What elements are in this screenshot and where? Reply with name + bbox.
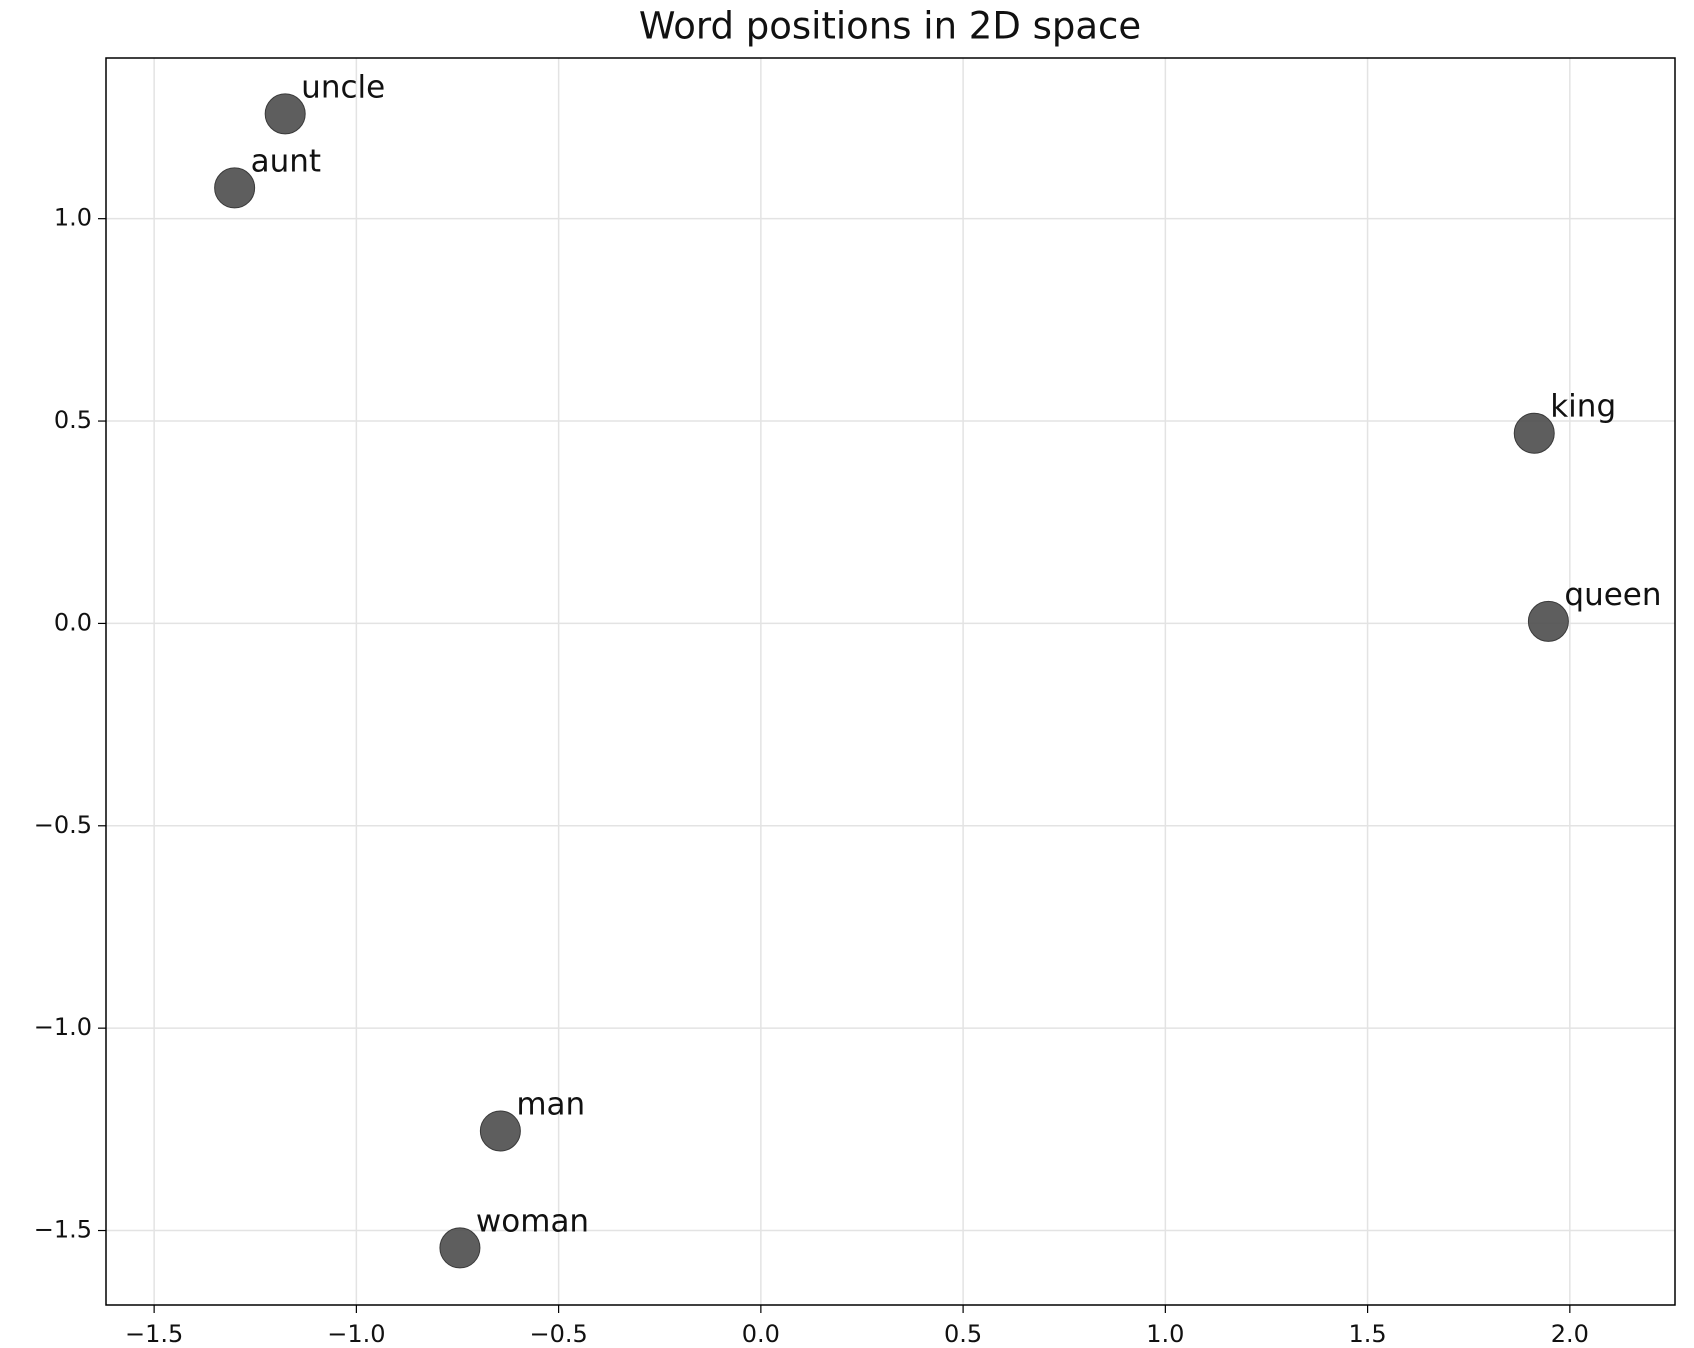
point-label: aunt [251,143,321,179]
y-tick-label: 0.5 [54,406,92,434]
point-label: king [1550,389,1616,425]
y-tick-label: −0.5 [34,811,92,839]
x-tick-label: 1.5 [1349,1320,1387,1348]
point [479,1110,521,1152]
point-label: queen [1564,577,1661,613]
y-tick-label: −1.5 [34,1216,92,1244]
point-label: uncle [301,69,385,105]
x-tick-label: −1.5 [125,1320,183,1348]
x-tick-label: 0.0 [742,1320,780,1348]
y-tick-label: 1.0 [54,204,92,232]
x-tick-label: −0.5 [529,1320,587,1348]
x-tick-label: −1.0 [327,1320,385,1348]
point [1527,600,1569,642]
x-tick-label: 2.0 [1551,1320,1589,1348]
chart-title: Word positions in 2D space [639,5,1141,48]
point [264,93,306,135]
x-tick-label: 0.5 [944,1320,982,1348]
point [439,1227,481,1269]
x-tick-label: 1.0 [1146,1320,1184,1348]
point [1513,412,1555,454]
point-label: woman [476,1203,589,1239]
y-tick-label: −1.0 [34,1013,92,1041]
point-label: man [516,1086,585,1122]
plot-frame [105,57,1676,1306]
y-tick-label: 0.0 [54,608,92,636]
point [214,167,256,209]
